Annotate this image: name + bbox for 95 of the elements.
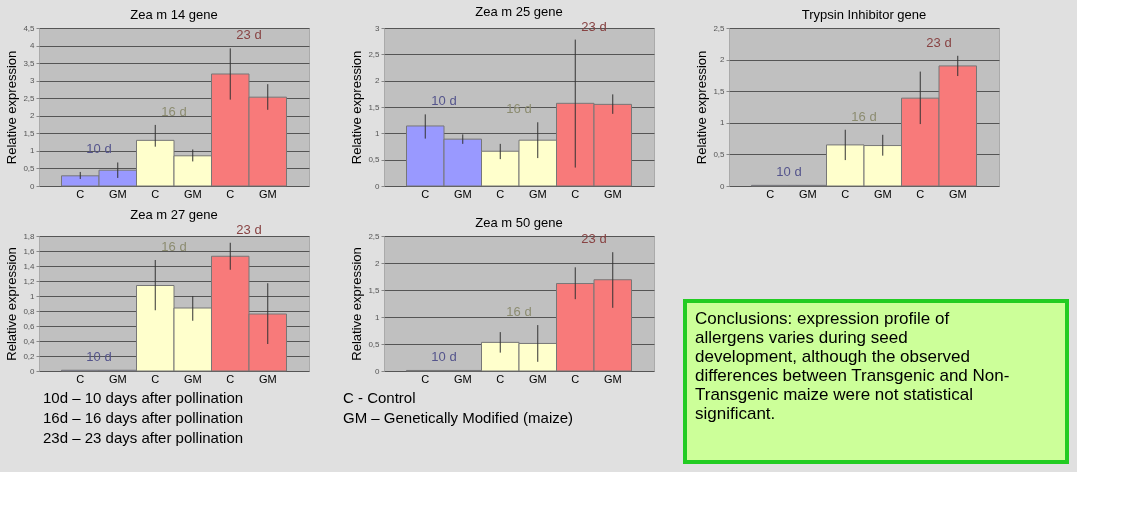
y-tick-label: 0 (720, 181, 726, 191)
x-tick-label: GM (108, 372, 127, 385)
text: 10d – 10 days after pollination (43, 389, 244, 406)
x-tick-label: C (226, 372, 235, 385)
x-tick-label: C (571, 372, 580, 385)
y-tick-label: 2,5 (23, 93, 36, 103)
y-tick-label: 4 (30, 41, 36, 51)
x-tick-label: GM (798, 187, 817, 200)
text: C - Control (343, 389, 416, 406)
x-tick-label: C (916, 187, 925, 200)
x-tick-label: GM (183, 372, 202, 385)
x-tick-label: GM (453, 372, 472, 385)
y-tick-label: 2,5 (368, 49, 381, 59)
x-tick-label: GM (528, 372, 547, 385)
y-tick-label: 0,5 (713, 149, 726, 159)
annotation: 10 d (431, 349, 457, 365)
x-tick-label: C (151, 187, 160, 200)
chart-title: Zea m 14 gene (130, 7, 218, 22)
y-tick-label: 0,2 (23, 351, 36, 361)
y-axis-title: Relative expression (349, 247, 365, 361)
y-tick-label: 4,5 (23, 23, 36, 33)
annotation: 10 d (431, 93, 457, 109)
y-tick-label: 0 (375, 366, 381, 376)
x-tick-label: C (151, 372, 160, 385)
x-tick-label: C (841, 187, 850, 200)
y-axis-title: Relative expression (694, 50, 710, 165)
x-tick-label: C (421, 187, 430, 200)
y-tick-label: 1,6 (23, 246, 36, 256)
y-tick-label: 2,5 (368, 231, 381, 241)
chart-title: Zea m 25 gene (475, 3, 563, 19)
y-tick-label: 1 (720, 118, 726, 128)
y-tick-label: 2 (720, 55, 726, 65)
x-tick-label: GM (258, 372, 277, 385)
annotation: 10 d (776, 164, 802, 180)
annotation: 16 d (161, 239, 187, 254)
y-tick-label: 1,4 (23, 261, 36, 271)
x-tick-label: GM (183, 187, 202, 200)
x-tick-label: C (571, 187, 580, 200)
y-tick-label: 0,5 (368, 155, 381, 165)
y-tick-label: 1 (375, 312, 381, 322)
y-tick-label: 1,2 (23, 276, 36, 286)
annotation: 16 d (506, 304, 532, 320)
y-tick-label: 0 (30, 366, 36, 376)
y-tick-label: 2 (375, 76, 381, 86)
x-tick-label: GM (453, 187, 472, 200)
x-tick-label: C (766, 187, 775, 200)
y-tick-label: 1 (375, 128, 381, 138)
y-tick-label: 3 (30, 76, 36, 86)
y-tick-label: 3,5 (23, 58, 36, 68)
annotation: 23 d (236, 221, 262, 237)
x-tick-label: GM (603, 372, 622, 385)
y-tick-label: 1,5 (368, 285, 381, 295)
y-axis-title: Relative expression (4, 247, 20, 361)
y-tick-label: 0 (30, 181, 36, 191)
y-tick-label: 1,5 (23, 128, 36, 138)
y-axis-title: Relative expression (4, 50, 20, 165)
x-tick-label: C (76, 187, 85, 200)
y-tick-label: 0,8 (23, 306, 36, 316)
y-tick-label: 1,5 (713, 86, 726, 96)
x-tick-label: GM (603, 187, 622, 200)
x-tick-label: C (496, 187, 505, 200)
x-tick-label: C (76, 372, 85, 385)
y-tick-label: 0,6 (23, 321, 36, 331)
y-tick-label: 1 (30, 291, 36, 301)
y-tick-label: 2,5 (713, 23, 726, 33)
text: 23d – 23 days after pollination (43, 429, 244, 446)
y-tick-label: 0,5 (23, 163, 36, 173)
annotation: 23 d (236, 27, 262, 43)
x-tick-label: C (226, 187, 235, 200)
text: Conclusions: expression profile of allergens varies during seed development, although the observed differences between Transgenic and Non-Transgenic maize were not statistical significant. (695, 309, 1010, 423)
text: GM – Genetically Modified (maize) (343, 409, 574, 426)
x-tick-label: C (421, 372, 430, 385)
y-tick-label: 0 (375, 181, 381, 191)
x-tick-label: GM (528, 187, 547, 200)
y-axis-title: Relative expression (349, 50, 365, 165)
y-tick-label: 0,5 (368, 339, 381, 349)
chart-title: Zea m 50 gene (475, 215, 563, 230)
annotation: 16 d (851, 108, 877, 124)
x-tick-label: GM (258, 187, 277, 200)
x-tick-label: GM (948, 187, 967, 200)
y-tick-label: 2 (30, 111, 36, 121)
annotation: 16 d (161, 103, 187, 119)
chart-title: Zea m 27 gene (130, 206, 218, 222)
text: 16d – 16 days after pollination (43, 409, 244, 426)
y-tick-label: 1,5 (368, 102, 381, 112)
x-tick-label: C (496, 372, 505, 385)
y-tick-label: 0,4 (23, 336, 36, 346)
y-tick-label: 2 (375, 258, 381, 268)
annotation: 23 d (926, 34, 952, 50)
y-tick-label: 3 (375, 23, 381, 33)
y-tick-label: 1 (30, 146, 36, 156)
chart-title: Trypsin Inhibitor gene (801, 7, 927, 22)
x-tick-label: GM (873, 187, 892, 200)
x-tick-label: GM (108, 187, 127, 200)
y-tick-label: 1,8 (23, 231, 36, 241)
